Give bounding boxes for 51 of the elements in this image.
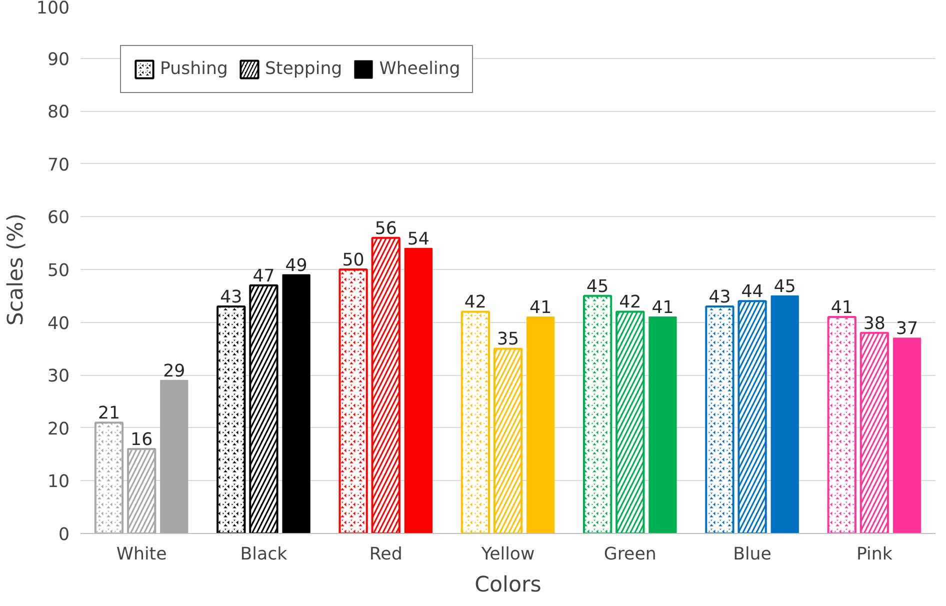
y-tick-label: 40: [47, 314, 70, 334]
x-tick-label: Yellow: [480, 544, 535, 564]
data-label: 41: [652, 298, 674, 318]
y-tick-label: 70: [47, 155, 70, 176]
data-label: 16: [130, 430, 153, 450]
x-tick-label: Blue: [733, 544, 772, 564]
data-label: 21: [98, 404, 120, 424]
data-label: 50: [342, 250, 364, 270]
data-label: 41: [830, 298, 853, 318]
x-tick-label: White: [116, 544, 167, 564]
bar: [282, 274, 310, 534]
y-tick-label: 60: [47, 208, 70, 228]
data-label: 43: [220, 287, 242, 308]
y-tick-label: 90: [47, 50, 70, 70]
bar: [648, 316, 677, 534]
data-label: 29: [163, 361, 186, 382]
x-tick-label: Black: [240, 544, 288, 564]
bar: [526, 316, 555, 534]
y-tick-label: 30: [47, 366, 70, 387]
legend-label: Wheeling: [379, 59, 460, 79]
y-tick-label: 80: [47, 102, 70, 123]
legend-label: Stepping: [264, 59, 342, 79]
x-tick-label: Pink: [856, 544, 892, 564]
x-axis-title: Colors: [474, 572, 542, 598]
data-label: 47: [252, 266, 275, 286]
data-label: 49: [285, 256, 308, 276]
bar: [892, 338, 922, 534]
data-label: 38: [863, 314, 886, 334]
bar: [770, 295, 799, 534]
x-tick-label: Red: [369, 544, 402, 564]
y-tick-label: 100: [36, 0, 70, 18]
data-label: 45: [586, 276, 609, 297]
data-label: 56: [374, 218, 397, 239]
x-tick-label: Green: [604, 544, 656, 564]
legend-label: Pushing: [160, 59, 228, 79]
bar: [160, 380, 188, 534]
y-tick-label: 20: [47, 419, 70, 440]
data-label: 41: [530, 298, 552, 318]
bar: [404, 248, 432, 534]
y-tick-label: 10: [47, 472, 70, 492]
y-axis-title: Scales (%): [3, 213, 28, 326]
data-label: 44: [741, 282, 764, 302]
y-tick-label: 50: [47, 261, 70, 281]
data-label: 43: [708, 287, 731, 308]
data-label: 42: [619, 292, 642, 313]
data-label: 45: [774, 276, 796, 297]
y-tick-label: 0: [58, 525, 70, 545]
data-label: 54: [407, 229, 430, 250]
data-label: 37: [896, 319, 918, 340]
data-label: 42: [464, 292, 486, 313]
data-label: 35: [496, 330, 520, 350]
